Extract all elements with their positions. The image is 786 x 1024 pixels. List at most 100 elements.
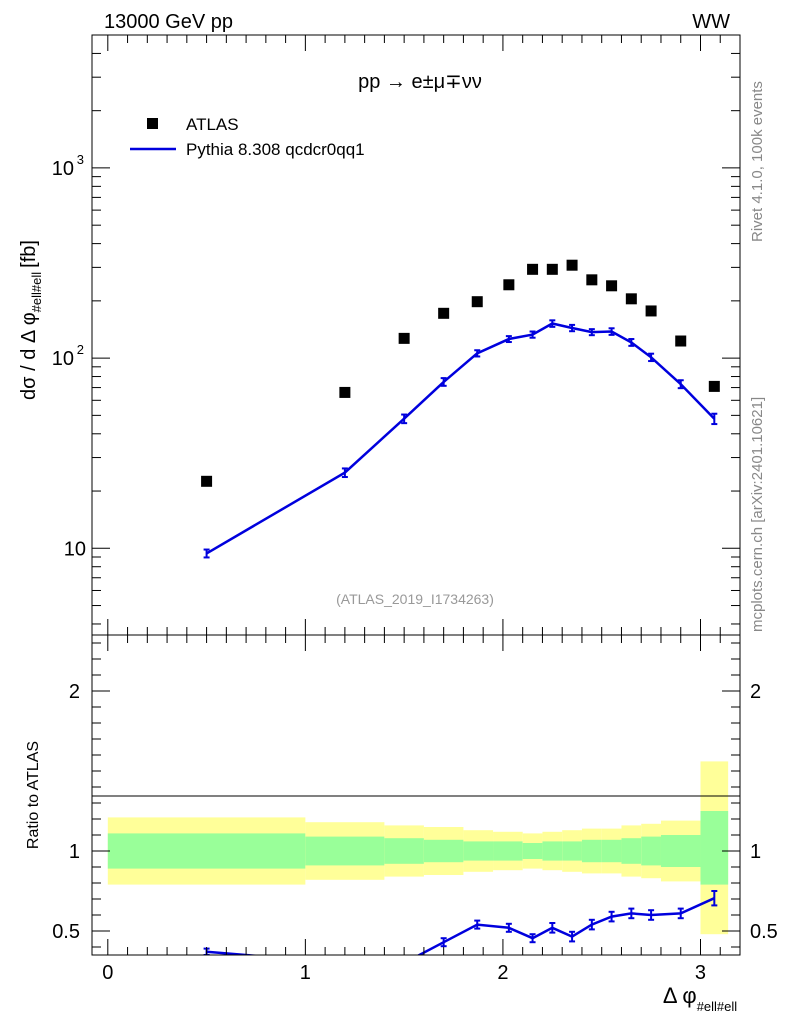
- ratio-pythia-point: [505, 922, 512, 933]
- pythia-point: [677, 379, 684, 390]
- ratio-pythia-point: [342, 960, 348, 966]
- ratio-pythia-line: [206, 897, 715, 955]
- legend-label-atlas: ATLAS: [186, 115, 239, 134]
- ratio-y-axis-label: Ratio to ATLAS: [25, 741, 42, 849]
- pythia-point: [341, 467, 348, 479]
- atlas-data-point: [625, 293, 637, 305]
- y-axis-title: dσ / d Δ φ#ell#ell [fb]: [18, 240, 44, 400]
- pythia-point: [588, 328, 595, 337]
- ratio-band-inner: [522, 843, 543, 859]
- atlas-data-point: [503, 279, 515, 291]
- pythia-point: [628, 338, 635, 347]
- ratio-band-inner: [493, 841, 523, 861]
- process-label: WW: [692, 11, 730, 33]
- ratio-band-inner: [107, 833, 306, 869]
- pythia-point: [569, 323, 576, 333]
- atlas-data-point: [708, 380, 720, 392]
- analysis-label: (ATLAS_2019_I1734263): [336, 591, 494, 607]
- pythia-point: [648, 352, 655, 363]
- ratio-pythia-point: [677, 907, 684, 920]
- ratio-x-axis: 0 1 2 3: [102, 635, 741, 984]
- ratio-frame: [91, 634, 741, 956]
- pythia-point: [401, 413, 408, 425]
- pythia-point: [474, 349, 481, 358]
- ratio-band-inner: [621, 838, 642, 864]
- ratio-band-inner: [700, 811, 729, 885]
- ratio-y-tick-label-right: 1: [750, 841, 761, 863]
- pythia-point: [608, 327, 615, 336]
- ratio-uncertainty-bands: [107, 761, 729, 935]
- ratio-band-inner: [660, 835, 701, 867]
- ratio-panel: 0.5 0.5 1 1 2 2 0 1 2 3 Ratio to ATLAS Δ φ#ell#e…: [25, 634, 778, 1014]
- ratio-band-inner: [423, 839, 464, 863]
- ratio-pythia-point: [529, 933, 536, 944]
- pythia-line: [205, 322, 716, 555]
- ratio-band-inner: [542, 841, 563, 861]
- x-axis-main: Δ φ: [663, 983, 697, 1008]
- main-x-axis: [107, 35, 741, 635]
- ratio-band-inner: [581, 839, 602, 863]
- ratio-x-tick-label: 1: [300, 962, 311, 984]
- ratio-x-tick-label: 3: [695, 962, 706, 984]
- atlas-data-point: [645, 305, 657, 317]
- pythia-point: [505, 335, 512, 344]
- ratio-y-tick-label-right: 2: [750, 681, 761, 703]
- ratio-pythia-point: [401, 960, 407, 966]
- ratio-y-tick-label-left: 1: [69, 841, 80, 863]
- ratio-band-inner: [562, 841, 582, 861]
- main-plot-area: [201, 259, 720, 559]
- main-y-tick-label: 10: [52, 348, 74, 370]
- energy-label: 13000 GeV pp: [104, 11, 233, 33]
- atlas-data-point: [398, 332, 410, 344]
- legend-marker-atlas: [147, 118, 158, 129]
- ratio-band-inner: [601, 839, 622, 863]
- rivet-label: Rivet 4.1.0, 100k events: [749, 81, 766, 242]
- ratio-band-inner: [463, 841, 494, 861]
- atlas-data-point: [566, 259, 578, 271]
- legend-label-pythia: Pythia 8.308 qcdcr0qq1: [186, 140, 365, 159]
- y-axis-unit: [fb]: [18, 240, 40, 268]
- main-y-tick-exponent: 2: [77, 342, 84, 357]
- main-y-tick-exponent: 3: [77, 152, 84, 167]
- ratio-band-inner: [384, 838, 424, 864]
- atlas-data-point: [527, 263, 539, 275]
- ratio-y-axis: 0.5 0.5 1 1 2 2: [52, 642, 778, 948]
- y-axis-main: dσ / d Δ φ: [18, 312, 40, 400]
- ratio-pythia-point: [474, 919, 481, 930]
- atlas-data-point: [546, 263, 558, 275]
- pythia-point: [440, 377, 447, 387]
- ratio-y-tick-label-left: 0.5: [52, 921, 80, 943]
- atlas-data-point: [586, 274, 598, 286]
- ratio-y-tick-label-right: 0.5: [750, 921, 778, 943]
- pythia-point: [529, 330, 536, 339]
- ratio-pythia-point: [549, 922, 556, 934]
- atlas-data-point: [675, 335, 687, 347]
- ratio-x-tick-label: 2: [497, 962, 508, 984]
- ratio-pythia-point: [608, 910, 615, 923]
- main-y-axis-label: dσ / d Δ φ#ell#ell [fb]: [18, 240, 44, 400]
- atlas-data-point: [471, 296, 483, 308]
- legend: ATLAS Pythia 8.308 qcdcr0qq1: [130, 115, 365, 159]
- atlas-data-point: [339, 386, 351, 398]
- pythia-point: [203, 548, 210, 559]
- pythia-point: [549, 319, 556, 328]
- source-label: mcplots.cern.ch [arXiv:2401.10621]: [749, 397, 766, 632]
- ratio-pythia-point: [648, 909, 655, 921]
- y-axis-sub: #ell#ell: [29, 272, 44, 313]
- atlas-data-point: [201, 475, 213, 487]
- ratio-pythia-point: [569, 930, 576, 943]
- ratio-pythia-point: [711, 890, 718, 907]
- main-y-tick-label: 10: [52, 158, 74, 180]
- main-y-tick-label: 10: [64, 538, 86, 560]
- ratio-pythia-point: [628, 907, 635, 920]
- ratio-x-tick-label: 0: [102, 962, 113, 984]
- ratio-pythia-point: [440, 937, 447, 948]
- ratio-band-inner: [641, 836, 661, 866]
- ratio-y-tick-label-left: 2: [69, 681, 80, 703]
- x-axis-title: Δ φ#ell#ell: [663, 983, 737, 1014]
- ratio-pythia-point: [588, 918, 595, 931]
- atlas-data-point: [606, 280, 618, 292]
